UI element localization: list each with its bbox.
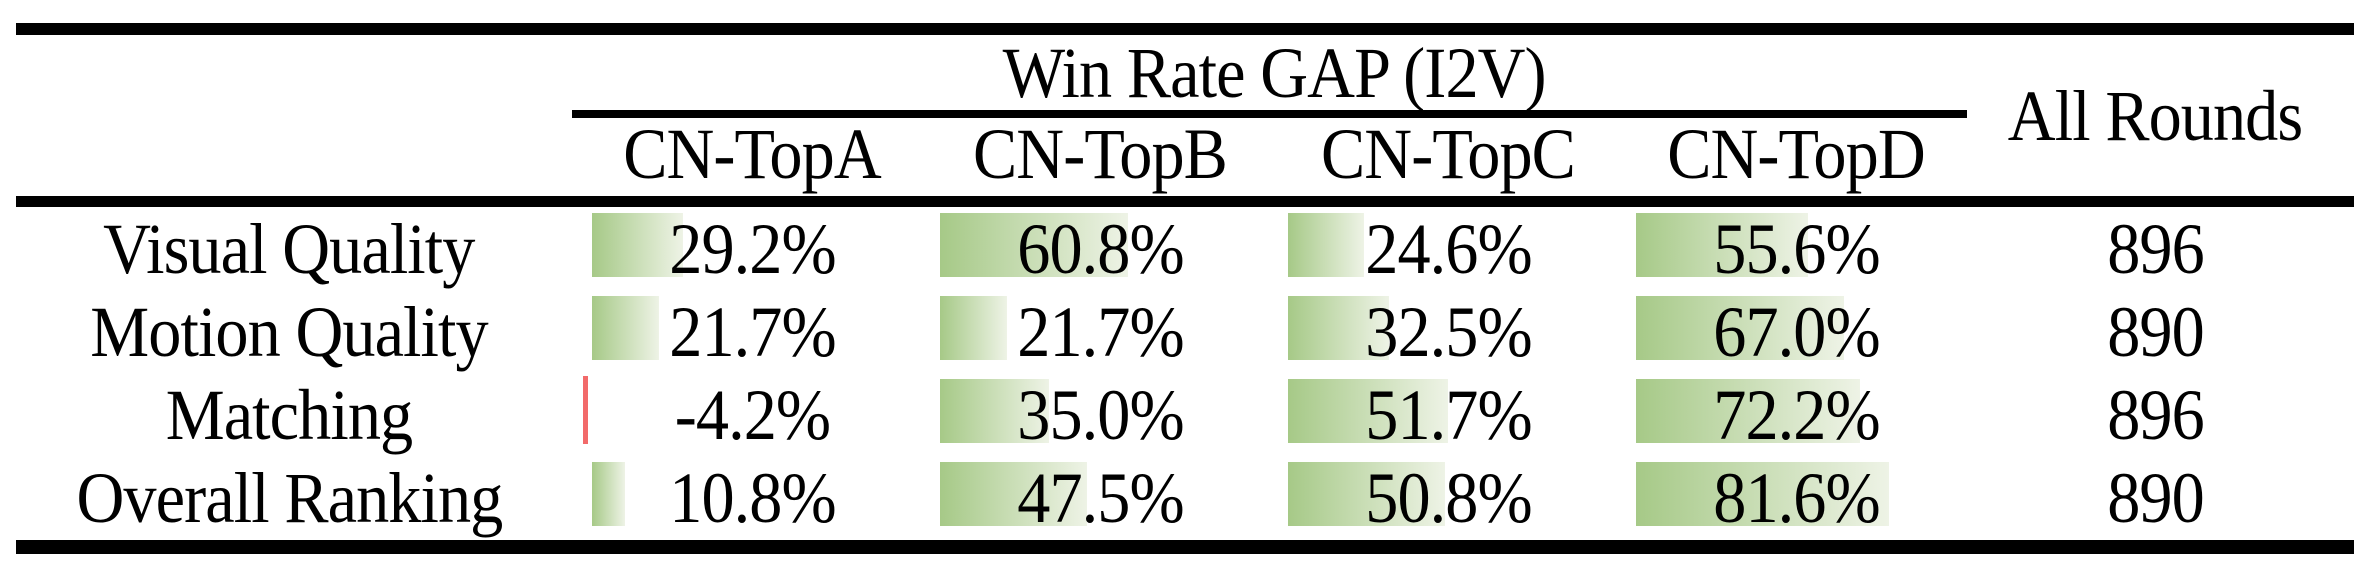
win-rate-data-bar [940,296,1007,360]
win-rate-value: 50.8% [1364,458,1532,538]
all-rounds-value: 890 [2106,458,2205,538]
win-rate-cell: -4.2% [578,373,926,456]
win-rate-value: 10.8% [668,458,836,538]
all-rounds-value: 896 [2106,374,2205,455]
win-rate-value: 29.2% [668,208,836,289]
win-rate-cell: 10.8% [578,456,926,540]
win-rate-data-bar [940,462,1087,526]
top-rule [16,23,2354,35]
win-rate-value: -4.2% [674,374,830,455]
negative-win-rate-data-bar [583,376,588,444]
win-rate-data-bar [1288,462,1445,526]
win-rate-data-bar [940,379,1049,443]
row-label-text: Matching [165,374,413,455]
all-rounds-cell: 890 [1970,456,2340,540]
column-header-cn-topb-text: CN-TopB [973,113,1228,194]
win-rate-cell: 35.0% [926,373,1274,456]
win-rate-cell: 60.8% [926,207,1274,290]
win-rate-value: 47.5% [1016,458,1184,538]
group-header-title: Win Rate GAP (I2V) [578,35,1970,111]
column-header-cn-topb: CN-TopB [926,111,1274,196]
win-rate-data-bar [940,213,1128,277]
row-label: Visual Quality [0,207,578,290]
win-rate-cell: 47.5% [926,456,1274,540]
win-rate-data-bar [1288,213,1364,277]
column-header-cn-topa: CN-TopA [578,111,926,196]
win-rate-cell: 21.7% [926,290,1274,373]
win-rate-cell: 81.6% [1622,456,1970,540]
win-rate-cell: 55.6% [1622,207,1970,290]
column-header-all-rounds: All Rounds [1970,35,2340,196]
row-label: Overall Ranking [0,456,578,540]
win-rate-cell: 67.0% [1622,290,1970,373]
win-rate-data-bar [592,462,625,526]
win-rate-value: 35.0% [1016,374,1184,455]
all-rounds-value: 890 [2106,291,2205,372]
win-rate-cell: 29.2% [578,207,926,290]
column-header-cn-topc-text: CN-TopC [1321,113,1576,194]
group-header-title-text: Win Rate GAP (I2V) [1002,33,1546,113]
win-rate-data-bar [1636,462,1889,526]
bottom-rule [16,540,2354,554]
row-label-text: Overall Ranking [76,458,503,538]
column-header-all-rounds-text: All Rounds [2007,75,2303,156]
all-rounds-cell: 890 [1970,290,2340,373]
win-rate-cell: 51.7% [1274,373,1622,456]
all-rounds-cell: 896 [1970,373,2340,456]
win-rate-cell: 24.6% [1274,207,1622,290]
column-header-cn-topc: CN-TopC [1274,111,1622,196]
row-label-text: Visual Quality [103,208,475,289]
win-rate-data-bar [1636,213,1808,277]
win-rate-cell: 50.8% [1274,456,1622,540]
win-rate-data-bar [1636,296,1844,360]
win-rate-value: 21.7% [1016,291,1184,372]
win-rate-value: 55.6% [1712,208,1880,289]
win-rate-cell: 32.5% [1274,290,1622,373]
win-rate-data-bar [1288,296,1389,360]
column-header-cn-topd: CN-TopD [1622,111,1970,196]
column-header-cn-topa-text: CN-TopA [623,113,881,194]
header-body-rule [16,196,2354,207]
row-label: Matching [0,373,578,456]
row-label-text: Motion Quality [90,291,488,372]
win-rate-value: 60.8% [1016,208,1184,289]
win-rate-value: 32.5% [1364,291,1532,372]
all-rounds-cell: 896 [1970,207,2340,290]
row-label: Motion Quality [0,290,578,373]
win-rate-cell: 72.2% [1622,373,1970,456]
win-rate-value: 21.7% [668,291,836,372]
win-rate-data-bar [1636,379,1860,443]
win-rate-value: 67.0% [1712,291,1880,372]
win-rate-value: 81.6% [1712,458,1880,538]
win-rate-data-bar [1288,379,1448,443]
win-rate-data-bar [592,213,683,277]
win-rate-value: 72.2% [1712,374,1880,455]
win-rate-value: 51.7% [1364,374,1532,455]
all-rounds-value: 896 [2106,208,2205,289]
column-header-cn-topd-text: CN-TopD [1667,113,1925,194]
win-rate-data-bar [592,296,659,360]
win-rate-cell: 21.7% [578,290,926,373]
group-header-rule [572,110,1967,118]
win-rate-value: 24.6% [1364,208,1532,289]
